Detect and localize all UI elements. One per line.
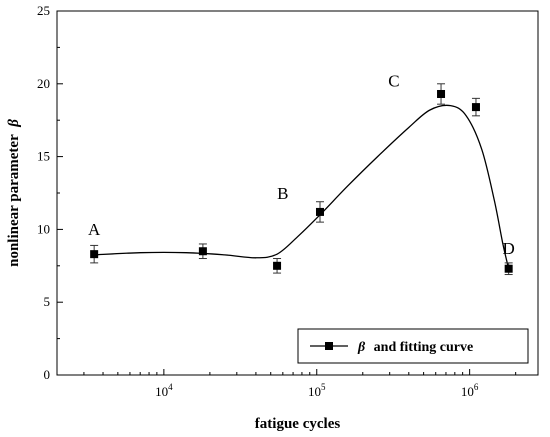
legend-label: and fitting curve: [374, 340, 474, 355]
y-tick-label: 15: [37, 149, 50, 164]
data-point: [315, 207, 324, 216]
y-axis-title: nonlinear parameter β: [6, 119, 22, 267]
y-axis-title-text: nonlinear parameter: [6, 134, 22, 267]
fitting-curve: [94, 104, 510, 269]
point-label-d: D: [503, 239, 515, 258]
x-tick-label-exponent: 5: [321, 382, 326, 392]
legend-marker: [325, 342, 333, 350]
point-annotations: A B C D: [88, 72, 515, 258]
point-label-a: A: [88, 220, 101, 239]
x-axis-title: fatigue cycles: [255, 416, 341, 432]
data-point: [471, 103, 480, 112]
y-axis: 0 5 10 15 20 25: [37, 3, 63, 382]
y-tick-label: 25: [37, 3, 50, 18]
x-tick-label-exponent: 4: [168, 382, 173, 392]
y-tick-label: 5: [44, 294, 51, 309]
data-point: [437, 89, 446, 98]
x-tick-label-base: 10: [155, 384, 168, 399]
legend-symbol: β: [357, 340, 366, 355]
x-tick-label: 104: [155, 382, 173, 399]
legend: β and fitting curve: [297, 328, 529, 364]
x-tick-label: 106: [461, 382, 479, 399]
data-point: [90, 250, 99, 259]
data-point: [198, 247, 207, 256]
point-label-b: B: [277, 184, 288, 203]
x-tick-label-base: 10: [308, 384, 321, 399]
y-tick-label: 0: [44, 367, 51, 382]
x-axis: 104 105 106: [56, 369, 517, 399]
x-tick-label: 105: [308, 382, 326, 399]
x-tick-label-exponent: 6: [474, 382, 479, 392]
y-tick-label: 20: [37, 76, 50, 91]
point-label-c: C: [388, 72, 399, 91]
data-point: [504, 264, 513, 273]
x-tick-label-base: 10: [461, 384, 474, 399]
legend-entry: β and fitting curve: [357, 340, 473, 355]
data-point: [273, 261, 282, 270]
y-axis-title-symbol: β: [6, 119, 22, 128]
data-markers: [90, 89, 513, 273]
y-tick-label: 10: [37, 221, 50, 236]
